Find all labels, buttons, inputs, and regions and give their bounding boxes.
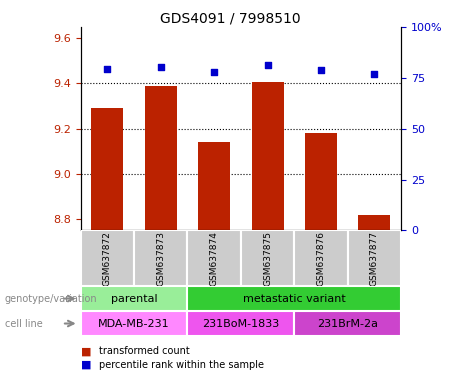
Text: GSM637873: GSM637873 [156, 231, 165, 286]
Bar [358, 215, 390, 230]
Bar [81, 230, 134, 286]
Point [211, 69, 218, 75]
Bar [252, 82, 284, 230]
Point [371, 71, 378, 77]
Bar [145, 86, 177, 230]
Point [157, 63, 165, 70]
Point [317, 66, 325, 73]
Text: ■: ■ [81, 346, 91, 356]
Bar [134, 230, 188, 286]
Point [104, 66, 111, 72]
Text: GSM637875: GSM637875 [263, 231, 272, 286]
Bar [188, 286, 401, 311]
Text: cell line: cell line [5, 318, 42, 329]
Bar [305, 133, 337, 230]
Text: MDA-MB-231: MDA-MB-231 [98, 318, 170, 329]
Text: GSM637876: GSM637876 [316, 231, 325, 286]
Text: GSM637877: GSM637877 [370, 231, 379, 286]
Bar [294, 230, 348, 286]
Text: genotype/variation: genotype/variation [5, 293, 97, 304]
Text: 231BoM-1833: 231BoM-1833 [202, 318, 279, 329]
Bar [198, 142, 230, 230]
Text: parental: parental [111, 293, 157, 304]
Bar [348, 230, 401, 286]
Text: ■: ■ [81, 360, 91, 370]
Text: percentile rank within the sample: percentile rank within the sample [99, 360, 264, 370]
Point [264, 61, 271, 68]
Bar [241, 230, 294, 286]
Text: GDS4091 / 7998510: GDS4091 / 7998510 [160, 12, 301, 25]
Bar [91, 108, 124, 230]
Bar [81, 311, 188, 336]
Text: GSM637872: GSM637872 [103, 231, 112, 286]
Bar [294, 311, 401, 336]
Text: 231BrM-2a: 231BrM-2a [317, 318, 378, 329]
Text: metastatic variant: metastatic variant [243, 293, 346, 304]
Bar [188, 230, 241, 286]
Bar [188, 311, 294, 336]
Text: GSM637874: GSM637874 [210, 231, 219, 286]
Text: transformed count: transformed count [99, 346, 190, 356]
Bar [81, 286, 188, 311]
